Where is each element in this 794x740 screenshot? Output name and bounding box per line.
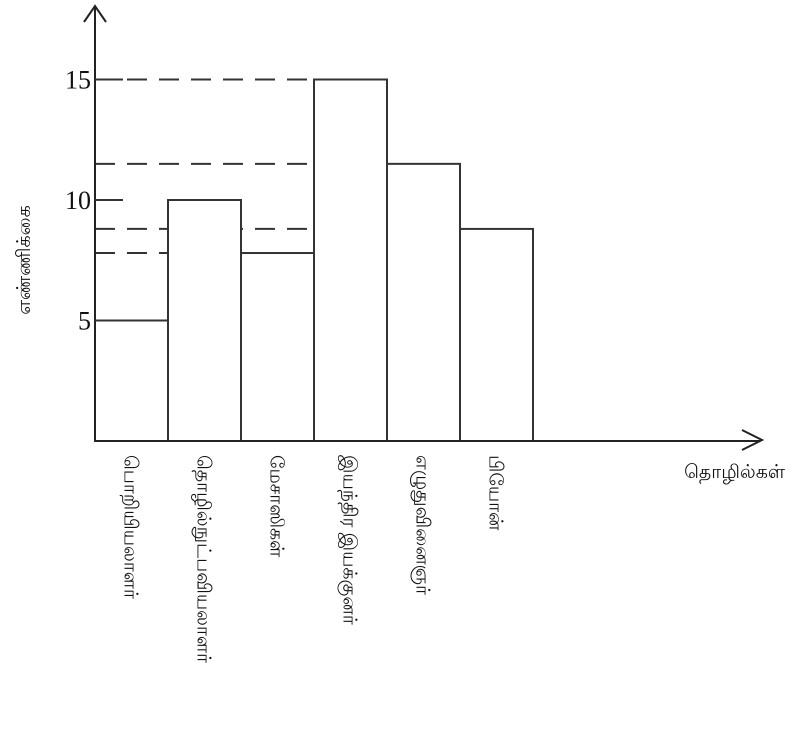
category-label-2: தொழில்நுட்பவியலாளர் bbox=[192, 455, 214, 663]
y-tick-label-1: 5 bbox=[78, 307, 91, 336]
bar-5 bbox=[386, 162, 461, 442]
category-labels: பொறியியலாளர் தொழில்நுட்பவியலாளர் மேசாஸிகள்… bbox=[120, 455, 506, 663]
bar-6 bbox=[459, 227, 534, 442]
category-label-6: பியோன் bbox=[485, 455, 506, 531]
category-label-5: எழுதுவினைஞர் bbox=[411, 455, 433, 595]
y-axis-title: எண்ணிக்கை bbox=[14, 205, 35, 315]
bar-3 bbox=[240, 252, 315, 442]
category-label-3: மேசாஸிகள் bbox=[266, 455, 287, 558]
y-axis-arrow bbox=[83, 4, 107, 23]
bar-2 bbox=[167, 199, 242, 442]
bars bbox=[94, 78, 534, 442]
x-axis-title: தொழில்கள் bbox=[684, 462, 786, 484]
category-label-4: இயந்திர இயக்குனர் bbox=[338, 455, 360, 625]
category-label-1: பொறியியலாளர் bbox=[120, 455, 141, 599]
x-axis-arrow bbox=[741, 429, 765, 451]
y-tick-label-3: 15 bbox=[65, 66, 91, 95]
bar-1 bbox=[94, 319, 169, 442]
y-tick-label-2: 10 bbox=[65, 186, 91, 215]
y-ticks: 5 10 15 bbox=[65, 66, 123, 336]
bar-4 bbox=[313, 78, 388, 442]
